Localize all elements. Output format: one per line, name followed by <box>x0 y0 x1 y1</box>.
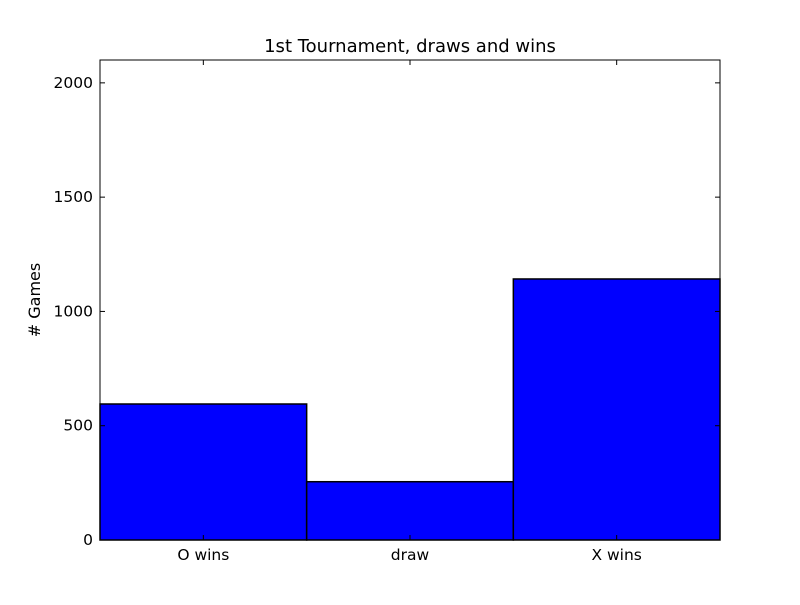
y-tick-label: 1500 <box>54 188 93 206</box>
bar-draw <box>305 480 515 541</box>
ticks-layer: O wins draw X wins 0 500 1000 1500 2000 <box>54 60 720 564</box>
y-axis-label: # Games <box>25 263 44 337</box>
x-tick-label: X wins <box>591 546 641 564</box>
bars-layer <box>99 278 721 541</box>
x-tick-label: O wins <box>177 546 229 564</box>
y-tick-label: 0 <box>83 531 93 549</box>
bar-x-wins <box>512 278 721 541</box>
x-tick-label: draw <box>391 546 430 564</box>
chart-title: 1st Tournament, draws and wins <box>264 36 556 57</box>
y-tick-label: 2000 <box>54 74 93 92</box>
y-tick-label: 1000 <box>54 302 93 320</box>
y-tick-label: 500 <box>63 417 93 435</box>
bar-o-wins <box>99 403 308 541</box>
plot-frame <box>99 59 721 541</box>
